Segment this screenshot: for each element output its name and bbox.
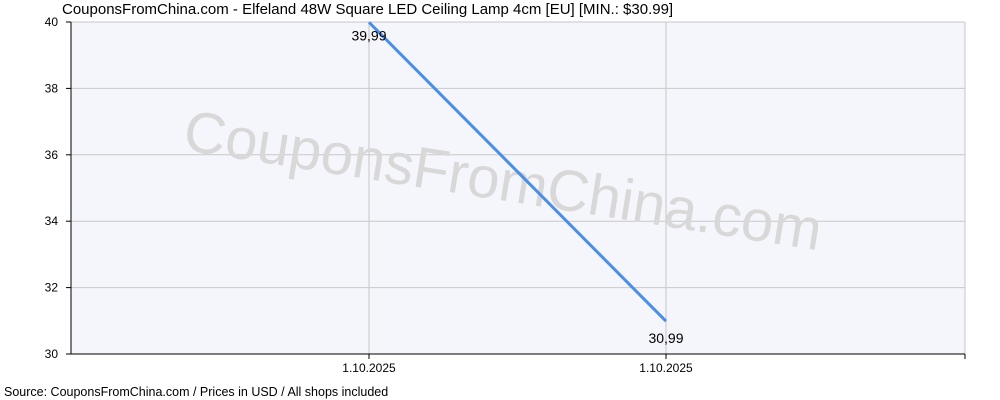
y-tick-label: 30 bbox=[45, 347, 59, 361]
y-axis-ticks: 30 32 34 36 38 40 bbox=[45, 15, 71, 361]
data-label: 30,99 bbox=[648, 330, 683, 346]
x-axis-ticks: 1.10.2025 1.10.2025 bbox=[342, 354, 693, 375]
x-tick-label: 1.10.2025 bbox=[342, 361, 396, 375]
plot-area bbox=[71, 22, 965, 354]
axes bbox=[70, 22, 966, 359]
y-tick-label: 38 bbox=[45, 81, 59, 95]
y-tick-label: 34 bbox=[45, 214, 59, 228]
y-tick-label: 32 bbox=[45, 281, 59, 295]
x-tick-label: 1.10.2025 bbox=[639, 361, 693, 375]
data-labels: 39,99 30,99 bbox=[351, 27, 683, 346]
series-line bbox=[367, 21, 668, 323]
y-tick-label: 40 bbox=[45, 15, 59, 29]
y-tick-label: 36 bbox=[45, 148, 59, 162]
data-label: 39,99 bbox=[351, 27, 386, 43]
source-note: Source: CouponsFromChina.com / Prices in… bbox=[4, 385, 389, 399]
series-group bbox=[367, 21, 668, 323]
chart-title: CouponsFromChina.com - Elfeland 48W Squa… bbox=[62, 1, 674, 18]
